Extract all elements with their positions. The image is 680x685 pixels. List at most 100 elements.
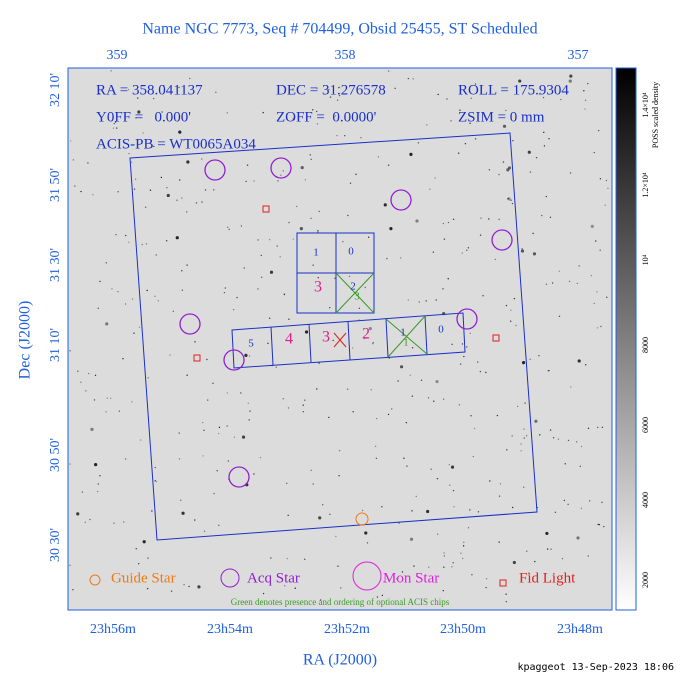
star — [275, 366, 277, 368]
colorbar-tick-label: 1.4×10⁴ — [641, 92, 650, 118]
chip-label: 0 — [348, 246, 354, 258]
star — [270, 557, 272, 559]
star — [318, 210, 320, 213]
star — [310, 158, 312, 161]
star — [479, 234, 482, 236]
star — [226, 392, 228, 394]
info: Y0FF = 0.000' — [96, 109, 191, 125]
chip-label: 0 — [438, 324, 444, 336]
star — [409, 374, 411, 376]
star — [268, 317, 271, 319]
star — [310, 217, 312, 220]
star — [163, 85, 165, 87]
star — [599, 249, 601, 251]
star — [601, 501, 603, 504]
star — [383, 203, 387, 207]
star — [226, 425, 228, 427]
star — [146, 587, 149, 590]
star — [543, 145, 546, 147]
star — [505, 593, 507, 595]
star — [181, 511, 185, 515]
star — [215, 91, 217, 94]
star — [176, 85, 178, 87]
star — [511, 202, 514, 205]
star — [246, 164, 249, 166]
star — [133, 332, 135, 334]
star — [223, 292, 226, 294]
star — [321, 504, 324, 506]
star — [277, 180, 279, 182]
star — [338, 475, 340, 477]
star — [302, 404, 304, 406]
star — [340, 587, 342, 589]
star — [292, 118, 294, 120]
star — [458, 404, 461, 406]
star — [316, 123, 319, 125]
star — [97, 307, 99, 309]
star — [98, 93, 101, 95]
star — [532, 252, 537, 256]
star — [597, 523, 599, 526]
star — [569, 74, 573, 78]
star — [520, 443, 522, 445]
star — [267, 342, 269, 345]
legend: Guide Star Acq Star Mon Star Fid Light — [89, 561, 576, 591]
star — [227, 226, 229, 228]
star — [463, 541, 465, 543]
colorbar-tick-label: 2000 — [641, 572, 650, 588]
star — [443, 566, 445, 568]
star — [443, 555, 446, 557]
star — [111, 288, 113, 290]
star — [426, 124, 428, 126]
star — [240, 392, 242, 394]
field-outline — [129, 132, 538, 541]
star — [498, 218, 500, 221]
colorbar — [615, 67, 637, 611]
star — [600, 325, 602, 328]
star — [461, 557, 464, 560]
star — [538, 93, 541, 95]
star — [521, 361, 526, 365]
star — [287, 407, 290, 409]
star — [488, 218, 490, 220]
star — [467, 527, 470, 529]
star — [106, 397, 108, 399]
star — [485, 371, 487, 374]
chip-label: 1 — [313, 247, 319, 259]
star — [442, 398, 445, 400]
star — [432, 251, 435, 253]
fid-lights — [193, 205, 500, 362]
star — [450, 465, 455, 469]
star — [154, 480, 156, 482]
info: ZOFF = 0.0000' — [276, 109, 377, 125]
star — [570, 386, 572, 388]
star — [269, 270, 274, 274]
star — [137, 97, 139, 99]
star — [370, 389, 372, 391]
star — [364, 286, 366, 289]
star — [587, 427, 590, 430]
star — [309, 154, 311, 156]
star — [375, 457, 378, 460]
star — [144, 206, 147, 208]
star — [580, 507, 583, 510]
star — [300, 165, 304, 170]
star — [244, 353, 248, 357]
star — [534, 419, 538, 423]
star — [498, 495, 501, 497]
star — [117, 191, 119, 193]
star — [488, 169, 491, 171]
star — [420, 379, 423, 381]
star — [470, 415, 472, 417]
star — [470, 97, 472, 99]
star — [243, 267, 245, 269]
star — [510, 309, 512, 311]
star — [344, 135, 346, 137]
star — [188, 585, 190, 588]
star — [236, 296, 238, 299]
star — [142, 132, 144, 134]
star — [336, 99, 339, 101]
star — [93, 399, 96, 401]
star — [406, 465, 408, 467]
star — [389, 227, 393, 231]
